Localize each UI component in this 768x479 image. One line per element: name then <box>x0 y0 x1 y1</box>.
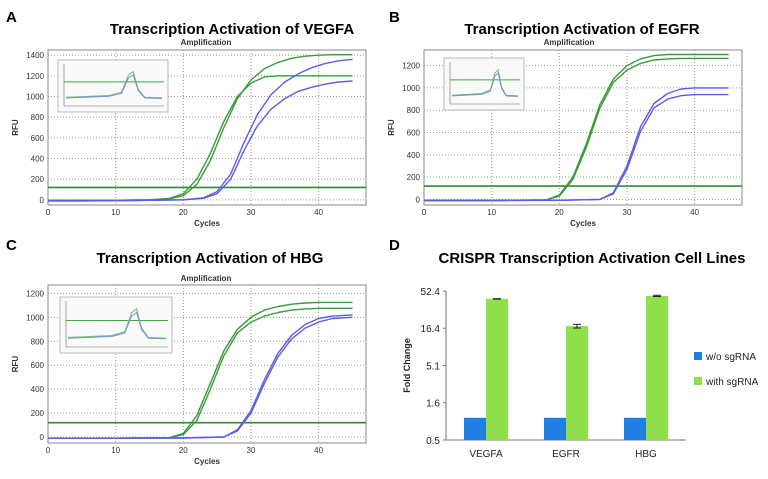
panel-title-b: Transcription Activation of EGFR <box>464 21 699 38</box>
inset-curve <box>451 71 519 97</box>
legend-swatch <box>694 352 702 360</box>
y-tick-label: 0 <box>40 433 45 442</box>
y-tick-label: 52.4 <box>421 287 441 298</box>
x-tick-label: 30 <box>247 208 256 217</box>
plot-subtitle-a: Amplification <box>181 38 232 47</box>
x-tick-label: 40 <box>314 446 323 455</box>
x-tick-label: 0 <box>46 208 51 217</box>
x-axis-label: Cycles <box>570 219 596 228</box>
y-axis-label: Fold Change <box>402 338 412 393</box>
category-label: HBG <box>635 449 657 460</box>
panel-letter-c: C <box>6 237 17 254</box>
y-tick-label: 600 <box>31 361 45 370</box>
legend-label: w/o sgRNA <box>705 352 756 363</box>
legend-label: with sgRNA <box>705 377 759 388</box>
inset-curve <box>65 70 163 99</box>
x-tick-label: 0 <box>46 446 51 455</box>
y-tick-label: 200 <box>31 175 45 184</box>
inset-curve <box>65 74 163 99</box>
y-tick-label: 0.5 <box>426 436 440 447</box>
bar-with-sgrna-vegfa <box>486 298 508 440</box>
y-tick-label: 200 <box>31 409 45 418</box>
inset-thumbnail <box>443 57 525 111</box>
inset-frame <box>57 59 169 113</box>
x-axis-label: Cycles <box>194 457 220 466</box>
amplification-plot-a: 0 10 20 30 400200400600800100012001400Cycles… <box>11 49 367 228</box>
x-tick-label: 40 <box>314 208 323 217</box>
inset-frame <box>443 57 525 111</box>
panel-letter-a: A <box>6 9 17 26</box>
y-tick-label: 400 <box>31 385 45 394</box>
amplification-curve-green-2 <box>48 307 353 439</box>
bar-with-sgrna-hbg <box>646 295 668 440</box>
y-tick-label: 1.6 <box>426 399 440 410</box>
bar-with-sgrna-egfr <box>566 326 588 440</box>
inset-curve <box>67 308 167 339</box>
y-tick-label: 0 <box>40 196 45 205</box>
category-label: EGFR <box>552 449 580 460</box>
y-tick-label: 16.4 <box>421 324 441 335</box>
bar-without-sgrna-egfr <box>544 417 566 440</box>
y-tick-label: 0 <box>416 195 421 204</box>
y-tick-label: 600 <box>31 134 45 143</box>
panel-letter-b: B <box>389 9 400 26</box>
y-tick-label: 1200 <box>26 289 44 298</box>
panel-letter-d: D <box>389 237 400 254</box>
y-tick-label: 600 <box>407 129 421 138</box>
inset-thumbnail <box>59 296 173 354</box>
inset-curve <box>67 311 167 340</box>
inset-thumbnail <box>57 59 169 113</box>
panel-title-c: Transcription Activation of HBG <box>97 250 324 267</box>
y-tick-label: 1200 <box>26 72 44 81</box>
amplification-curve-green-2 <box>424 57 729 202</box>
plot-subtitle-c: Amplification <box>181 274 232 283</box>
y-tick-label: 1400 <box>26 51 44 60</box>
y-tick-label: 400 <box>31 155 45 164</box>
x-tick-label: 10 <box>111 208 120 217</box>
y-axis-label: RFU <box>387 119 396 136</box>
amplification-curve-blue-4 <box>48 80 353 202</box>
y-tick-label: 800 <box>31 113 45 122</box>
x-axis-label: Cycles <box>194 219 220 228</box>
x-tick-label: 30 <box>623 208 632 217</box>
panel-title-d: CRISPR Transcription Activation Cell Lin… <box>438 250 745 267</box>
category-label: VEGFA <box>469 449 503 460</box>
y-tick-label: 1000 <box>26 313 44 322</box>
plot-subtitle-b: Amplification <box>544 38 595 47</box>
legend-swatch <box>694 377 702 385</box>
y-axis-label: RFU <box>11 119 20 136</box>
y-axis-label: RFU <box>11 356 20 373</box>
x-tick-label: 40 <box>690 208 699 217</box>
y-tick-label: 1000 <box>402 84 420 93</box>
y-tick-label: 800 <box>407 106 421 115</box>
bar-without-sgrna-hbg <box>624 417 646 440</box>
inset-frame <box>59 296 173 354</box>
amplification-curve-blue-4 <box>424 93 729 202</box>
amplification-curve-blue-4 <box>48 316 353 439</box>
x-tick-label: 10 <box>111 446 120 455</box>
panel-title-a: Transcription Activation of VEGFA <box>110 21 355 38</box>
bar-without-sgrna-vegfa <box>464 417 486 440</box>
x-tick-label: 20 <box>555 208 564 217</box>
y-tick-label: 400 <box>407 151 421 160</box>
x-tick-label: 20 <box>179 208 188 217</box>
x-tick-label: 20 <box>179 446 188 455</box>
x-tick-label: 30 <box>247 446 256 455</box>
y-tick-label: 5.1 <box>426 362 440 373</box>
y-tick-label: 1000 <box>26 93 44 102</box>
fold-change-bar-chart: 0.5 1.6 5.1 16.4 52.4 Fold Change VEGFA EGFR HBG… <box>402 287 759 460</box>
y-tick-label: 1200 <box>402 62 420 71</box>
x-tick-label: 10 <box>487 208 496 217</box>
y-tick-label: 800 <box>31 337 45 346</box>
x-tick-label: 0 <box>422 208 427 217</box>
plot-frame <box>423 49 743 206</box>
y-tick-label: 200 <box>407 173 421 182</box>
